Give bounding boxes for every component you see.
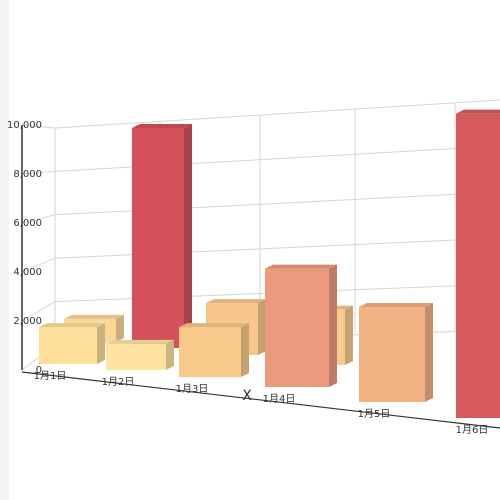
x-tick-label: 1月6日 [456,424,489,436]
bar-top [359,302,433,307]
bar-side [166,339,174,370]
y-tick-label: 10,000 [7,120,42,131]
side-grid [21,214,56,224]
side-grid [21,170,56,175]
x-tick-label: 1月1日 [34,370,67,382]
grid-line [54,191,500,216]
floor-front [21,371,500,429]
bar-side [184,123,192,348]
grid-line [54,145,500,172]
side-grid [21,301,56,322]
bar [456,113,500,419]
bar-top [132,123,192,128]
bar-side [116,314,124,342]
y-tick-label: 4,000 [13,267,42,278]
y-tick-label: 2,000 [13,316,42,327]
bar-side [258,299,266,355]
bar-side [345,305,353,365]
y-tick-label: 0 [36,365,42,376]
side-grid [21,257,56,273]
side-strip [0,0,9,500]
bar-top [106,339,174,344]
x-tick-label: 1月5日 [358,408,391,420]
y-tick-label: 8,000 [13,169,42,180]
y-tick-label: 6,000 [13,218,42,229]
bar [106,343,166,370]
bar-top [456,109,500,114]
x-tick-label: 1月3日 [176,383,209,395]
bar-top [179,323,249,328]
bar-side [425,302,433,402]
bar [132,127,184,348]
side-grid [21,124,56,129]
bar-top [64,314,124,319]
bars [39,109,500,419]
x-tick-label: 1月2日 [102,376,135,388]
x-axis-title: X [242,388,252,404]
bar-side [329,264,337,387]
bar-top [39,323,105,328]
bar [265,268,329,387]
bar [179,327,241,377]
grid-line [54,99,500,129]
grid-line [54,237,500,259]
x-tick-label: 1月4日 [263,393,296,405]
bar-top [265,264,337,269]
bar [359,306,425,402]
bar-side [97,323,105,364]
bar-side [241,323,249,377]
bar-top [206,299,266,304]
bar [39,327,97,364]
